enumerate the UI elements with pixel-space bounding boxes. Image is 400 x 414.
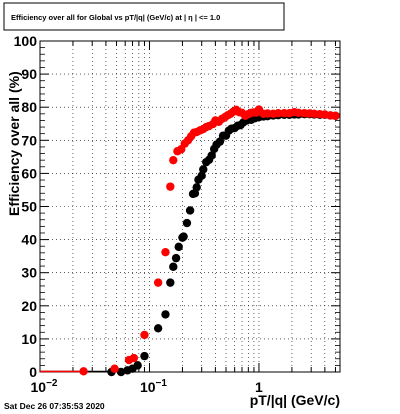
data-point-series-0 [179,232,188,241]
y-tick-label: 40 [21,232,37,248]
y-tick-label: 0 [29,364,37,380]
y-tick-label: 10 [21,331,37,347]
chart-title-box: Efficiency over all for Global vs pT/|q|… [3,2,285,31]
data-point-series-1 [129,353,139,363]
data-point-series-1 [110,364,119,373]
y-tick-label: 20 [21,298,37,314]
y-tick-label: 90 [21,66,37,82]
y-tick-label: 60 [21,165,37,181]
data-point-series-0 [185,206,195,215]
data-point-series-0 [197,171,206,180]
data-point-series-1 [153,278,163,287]
x-tick-label: 10−2 [31,378,58,395]
data-point-series-0 [182,218,192,228]
y-tick-label: 70 [21,132,37,148]
data-point-series-1 [161,247,170,257]
y-tick-label: 80 [21,99,37,115]
data-point-series-0 [161,310,170,319]
y-tick-label: 100 [14,33,38,49]
data-point-series-1 [140,330,149,340]
data-point-series-0 [169,262,178,271]
chart-title: Efficiency over all for Global vs pT/|q|… [11,13,220,22]
data-point-series-0 [116,367,126,377]
data-point-series-0 [199,165,208,174]
data-point-series-0 [140,351,149,361]
y-tick-label: 50 [21,199,37,215]
data-point-series-1 [166,182,175,191]
y-axis-title: Efficiency over all (%) [6,71,22,216]
y-tick-label: 30 [21,265,37,281]
data-point-series-1 [79,367,88,376]
data-point-series-1 [169,155,178,165]
x-axis-title: pT/|q| (GeV/c) [250,392,340,408]
data-point-series-0 [192,183,201,192]
data-point-series-0 [174,242,183,252]
data-point-series-0 [133,361,142,370]
x-tick-label: 10−1 [140,378,167,395]
timestamp-footer: Sat Dec 26 07:35:53 2020 [4,401,105,411]
data-point-series-0 [166,278,175,287]
data-point-series-0 [171,253,181,263]
data-point-series-0 [207,151,216,160]
x-tick-label: 1 [255,379,263,395]
data-point-series-1 [274,108,283,118]
data-points [79,105,340,377]
data-point-series-1 [331,111,340,121]
x-tick-labels: 10−2 10−1 1 [31,378,264,395]
data-point-series-0 [153,324,163,333]
y-tick-labels: 0 10 20 30 40 50 60 70 80 90 100 [14,33,38,380]
